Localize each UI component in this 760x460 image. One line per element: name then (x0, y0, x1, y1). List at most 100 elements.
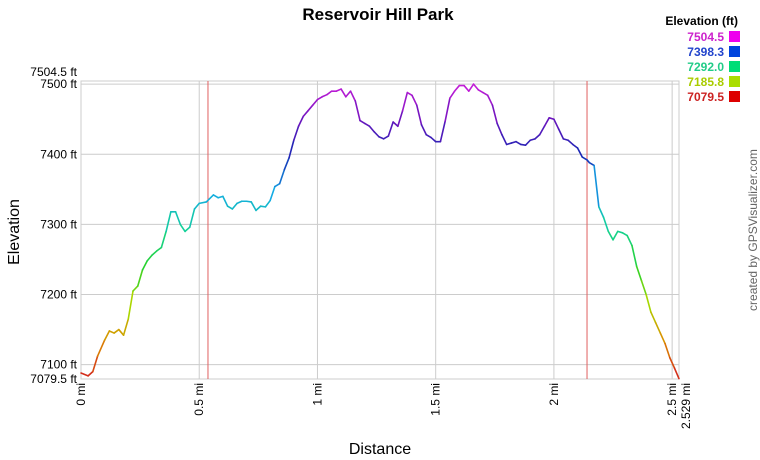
profile-segment (501, 133, 508, 146)
profile-segment (302, 110, 309, 118)
y-tick-label: 7400 ft (40, 147, 77, 161)
profile-segment (283, 156, 290, 171)
y-tick-labels: 7100 ft 7200 ft 7300 ft 7400 ft 7500 ft 7079.… (30, 65, 77, 386)
profile-segment (626, 234, 633, 247)
profile-segment (87, 370, 94, 377)
profile-segment (439, 120, 446, 143)
profile-segment (645, 293, 652, 313)
profile-segment (217, 195, 224, 199)
profile-segment (92, 355, 99, 373)
profile-segment (118, 328, 125, 336)
profile-segment (415, 104, 423, 126)
profile-segment (132, 285, 139, 292)
profile-segment (274, 182, 281, 188)
profile-segment (174, 210, 182, 226)
profile-segment (205, 194, 215, 203)
profile-segment (340, 88, 347, 98)
legend-swatch (729, 46, 740, 57)
profile-segment (505, 142, 513, 146)
profile-segment (650, 311, 657, 324)
distance-markers (207, 81, 588, 379)
profile-segment (598, 206, 605, 219)
profile-segment (496, 122, 503, 136)
legend-swatch (729, 91, 740, 102)
profile-segment (108, 330, 115, 334)
elevation-profile (80, 83, 680, 380)
profile-segment (411, 94, 418, 106)
x-tick-label: 0 mi (74, 383, 88, 406)
legend-value: 7398.3 (687, 45, 724, 59)
legend-swatch (729, 61, 740, 72)
y-tick-label: 7500 ft (40, 77, 77, 91)
profile-segment (659, 332, 666, 345)
profile-segment (160, 230, 167, 249)
y-tick-label: 7300 ft (40, 217, 77, 231)
chart-title: Reservoir Hill Park (302, 5, 454, 24)
x-tick-label: 2 mi (547, 383, 561, 406)
profile-segment (581, 156, 588, 161)
legend-value: 7504.5 (687, 30, 724, 44)
profile-segment (378, 135, 385, 140)
profile-segment (354, 100, 361, 122)
y-axis-title: Elevation (6, 199, 23, 265)
profile-segment (515, 140, 522, 146)
profile-segment (231, 202, 238, 210)
profile-segment (387, 121, 394, 137)
profile-segment (307, 104, 314, 112)
profile-segment (141, 260, 149, 271)
profile-segment (588, 161, 595, 167)
profile-segment (345, 90, 352, 98)
profile-segment (278, 168, 286, 185)
profile-segment (222, 195, 229, 207)
profile-segment (534, 133, 541, 140)
profile-segment (593, 164, 600, 208)
profile-segment (236, 200, 243, 205)
profile-segment (572, 143, 579, 149)
profile-segment (316, 95, 323, 101)
profile-segment (635, 265, 643, 282)
profile-segment (668, 356, 676, 369)
profile-segment (420, 124, 428, 136)
y-bound-label: 7079.5 ft (30, 372, 77, 386)
profile-segment (529, 138, 536, 142)
profile-segment (453, 84, 461, 92)
x-tick-label: 0.5 mi (192, 383, 206, 416)
profile-segment (664, 342, 671, 359)
profile-segment (146, 254, 153, 262)
profile-segment (269, 185, 276, 202)
profile-segment (430, 136, 437, 143)
profile-segment (326, 90, 333, 96)
profile-segment (113, 328, 120, 334)
profile-segment (567, 139, 574, 146)
profile-segment (193, 202, 201, 210)
profile-segment (524, 139, 532, 146)
profile-segment (467, 83, 475, 92)
profile-segment (335, 88, 342, 92)
profile-segment (80, 372, 89, 377)
profile-segment (188, 208, 196, 228)
profile-segment (397, 110, 404, 128)
profile-segment (293, 125, 300, 142)
profile-segment (477, 88, 484, 94)
profile-segment (602, 216, 610, 233)
profile-segment (198, 201, 208, 205)
y-bound-label: 7504.5 ft (30, 65, 77, 79)
profile-segment (165, 210, 172, 233)
profile-segment (406, 91, 413, 97)
legend-swatch (729, 76, 740, 87)
profile-segment (226, 205, 234, 210)
profile-segment (576, 147, 584, 158)
profile-segment (486, 94, 494, 106)
profile-segment (640, 279, 647, 296)
profile-segment (401, 91, 409, 112)
legend-value: 7185.8 (687, 75, 724, 89)
profile-segment (616, 230, 624, 234)
profile-segment (122, 318, 130, 336)
profile-segment (151, 250, 158, 257)
profile-segment (392, 121, 399, 128)
profile-segment (621, 232, 629, 237)
profile-segment (250, 201, 257, 212)
profile-segment (264, 199, 271, 208)
profile-segment (607, 230, 614, 241)
